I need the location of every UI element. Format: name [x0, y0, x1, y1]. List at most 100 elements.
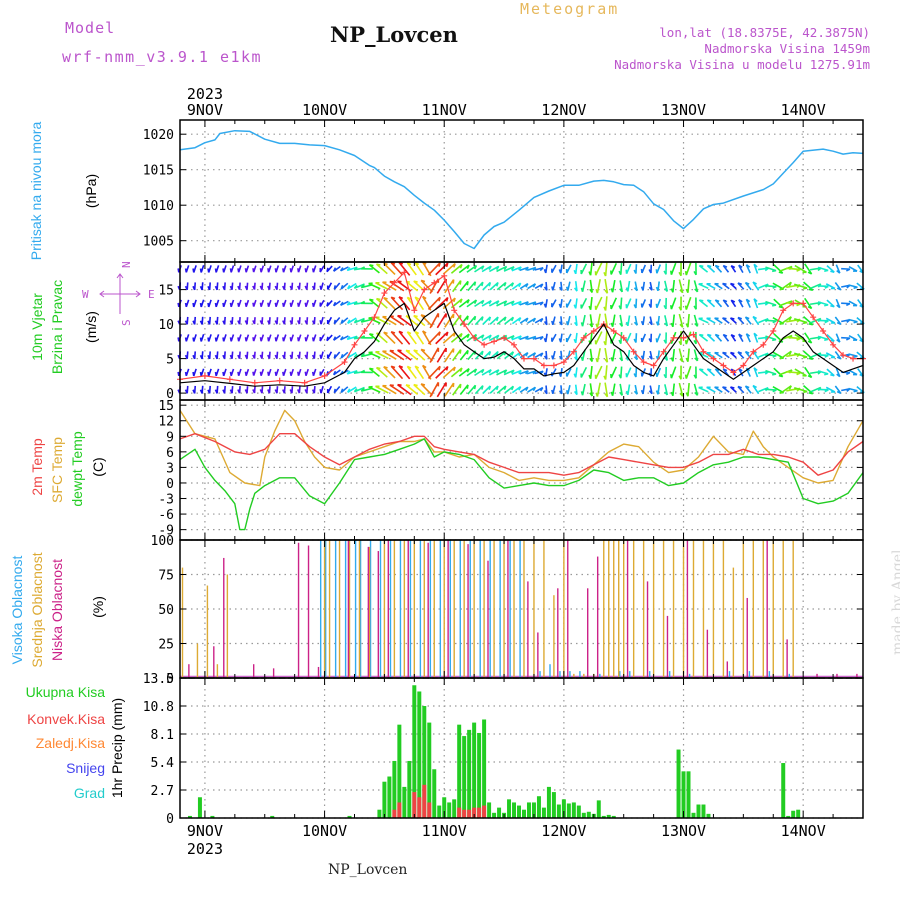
wind-gust-marker	[550, 362, 557, 369]
wind-arrow-head	[326, 302, 329, 307]
wind-arrow	[496, 300, 507, 307]
wind-arrow-head	[853, 286, 858, 290]
wind-arrow	[779, 300, 793, 307]
wind-arrow-head	[192, 389, 196, 394]
precip-total-bar	[521, 809, 526, 818]
wind-arrow	[429, 381, 440, 398]
wind-arrow	[503, 265, 515, 272]
wind-arrow-head	[737, 385, 743, 389]
wind-arrow-head	[453, 366, 456, 372]
wind-arrow-head	[511, 351, 515, 356]
wind-arrow	[794, 352, 808, 358]
wind-arrow-head	[745, 264, 751, 268]
wind-arrow	[413, 349, 426, 361]
wind-arrow-head	[694, 357, 699, 362]
wind-arrow-head	[589, 323, 593, 328]
wind-arrow-head	[347, 284, 351, 290]
wind-arrow	[589, 314, 593, 328]
wind-arrow-head	[339, 301, 344, 306]
wind-arrow-head	[722, 282, 727, 285]
wind-arrow	[489, 300, 500, 307]
wind-arrow-head	[778, 305, 783, 309]
wind-arrow-head	[532, 266, 537, 271]
wind-arrow-head	[836, 356, 842, 360]
ytick-label: 12	[158, 415, 174, 430]
axis-labels: 1005101010151020051015-9-6-3036912150255…	[9, 85, 826, 858]
wind-arrow-head	[551, 389, 554, 394]
wind-arrow-head	[252, 354, 256, 359]
wind-arrow-head	[274, 389, 278, 394]
wind-arrow-head	[481, 350, 484, 356]
wind-arrow-head	[604, 289, 609, 294]
wind-arrow-head	[222, 371, 225, 377]
wind-arrow	[450, 367, 463, 378]
wind-arrow	[786, 267, 801, 271]
wind-arrow	[489, 281, 499, 291]
wind-arrow-head	[715, 333, 720, 337]
wind-arrow-head	[796, 303, 801, 307]
wind-arrow-head	[339, 267, 344, 272]
wind-arrow-head	[824, 269, 829, 273]
wind-arrow-head	[648, 321, 653, 326]
wind-arrow	[444, 382, 455, 397]
wind-arrow-head	[730, 299, 736, 303]
wind-arrow-head	[237, 337, 240, 342]
wind-arrow-head	[573, 390, 578, 396]
wind-arrow	[779, 265, 793, 273]
cloud-unit-label: (%)	[90, 596, 106, 618]
wind-arrow-head	[184, 337, 188, 342]
ytick-label: 0	[166, 812, 174, 827]
precip-legend-label: Ukupna Kisa	[26, 684, 106, 700]
wind-arrow	[382, 384, 397, 395]
model-label: Model	[65, 19, 116, 37]
ytick-label: 13.5	[143, 672, 174, 687]
wind-arrow-head	[383, 297, 388, 300]
wind-arrow	[757, 336, 769, 340]
wind-arrow-head	[603, 306, 607, 311]
wind-arrow	[627, 315, 631, 326]
wind-arrow	[466, 299, 477, 308]
wind-arrow-head	[699, 264, 704, 268]
wind-arrow	[773, 264, 784, 274]
wind-arrow-head	[222, 268, 225, 273]
wind-arrow	[698, 299, 709, 308]
ytick-label: 10	[158, 318, 174, 333]
wind-arrow-head	[422, 295, 427, 300]
wind-arrow-head	[619, 322, 623, 327]
wind-arrow-head	[244, 389, 248, 394]
wind-arrow-head	[830, 304, 835, 308]
wind-gust-marker	[321, 372, 328, 379]
wind-gust-marker	[381, 290, 388, 297]
wind-arrow-head	[589, 392, 593, 397]
wind-arrow-head	[289, 371, 292, 376]
wind-arrow-head	[565, 286, 569, 291]
wind-arrow-head	[347, 353, 351, 359]
wind-arrow	[368, 351, 381, 359]
wind-arrow-head	[192, 337, 195, 342]
wind-arrow-head	[824, 338, 829, 342]
wind-arrow-head	[796, 337, 801, 341]
wind-arrow-head	[543, 303, 547, 308]
wind-arrow-head	[699, 333, 704, 337]
precip-total-bar	[556, 804, 561, 818]
ytick-label: 1005	[143, 235, 174, 250]
wind-arrow	[420, 279, 434, 293]
wind-arrow-head	[297, 371, 300, 376]
station-title: NP_Lovcen	[330, 22, 458, 47]
wind-gust-marker	[750, 348, 757, 355]
precip-total-bar	[566, 803, 571, 818]
wind-gust-marker	[276, 377, 283, 384]
wind-arrow-head	[625, 390, 629, 396]
wind-arrow-head	[803, 321, 808, 325]
wind-arrow-head	[845, 371, 851, 376]
wind-arrow	[610, 366, 618, 379]
wind-arrow-head	[510, 266, 515, 271]
wind-arrow-head	[259, 389, 263, 394]
wind-arrow-head	[369, 264, 374, 267]
precip-total-bar	[197, 797, 202, 818]
wind-arrow	[390, 365, 404, 380]
ytick-label: 50	[158, 603, 174, 618]
wind-arrow	[458, 264, 470, 274]
wind-arrow	[611, 348, 616, 362]
wind-arrow	[596, 348, 601, 363]
